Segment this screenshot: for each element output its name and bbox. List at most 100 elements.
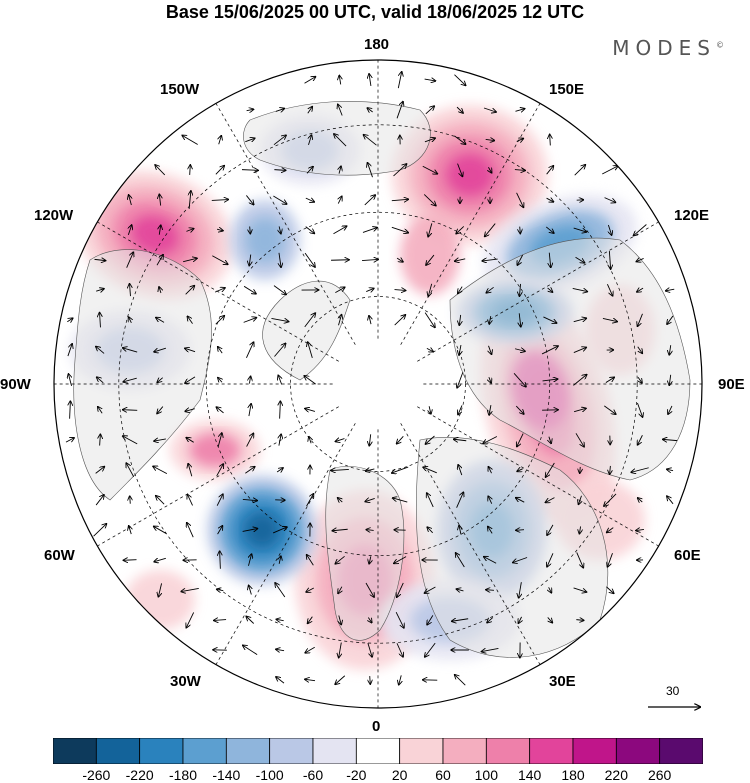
wind-arrow	[241, 170, 258, 171]
colorbar-tick-label: -220	[125, 767, 154, 783]
wind-arrow	[67, 344, 72, 357]
map-border	[53, 59, 703, 709]
lon-label-120w: 120W	[34, 207, 74, 224]
wind-arrow	[339, 315, 342, 326]
wind-arrow	[245, 138, 254, 141]
wind-arrow	[573, 318, 587, 323]
wind-arrow	[487, 617, 494, 622]
colorbar-swatch	[53, 738, 97, 764]
wind-arrow	[579, 495, 582, 504]
wind-arrow	[423, 194, 436, 205]
wind-arrow	[216, 407, 224, 414]
wind-arrow	[186, 229, 193, 232]
wind-arrow	[93, 524, 107, 537]
wind-arrow	[308, 342, 313, 358]
lon-label-180: 180	[364, 36, 390, 53]
wind-arrow	[667, 469, 674, 470]
wind-arrow	[424, 79, 436, 81]
wind-arrow	[243, 645, 258, 656]
wind-arrow	[452, 619, 469, 622]
wind-arrow	[123, 560, 137, 561]
anomaly-region	[446, 153, 494, 197]
lon-label-0: 0	[372, 718, 381, 735]
brand-name: MODES	[612, 36, 716, 60]
wind-arrow	[217, 526, 223, 535]
colorbar-tick-label: 60	[435, 767, 451, 783]
wind-arrow	[516, 530, 525, 531]
colorbar-swatch	[312, 738, 357, 764]
wind-arrow	[423, 467, 437, 474]
wind-arrow	[458, 286, 462, 294]
wind-arrow	[393, 498, 408, 503]
wind-arrow	[395, 612, 404, 628]
wind-arrow	[339, 615, 341, 625]
wind-arrow	[97, 377, 104, 384]
wind-arrow	[335, 287, 344, 294]
wind-arrow	[96, 289, 104, 291]
wind-arrow	[514, 349, 525, 351]
wind-arrow	[607, 284, 612, 296]
wind-arrow	[549, 436, 551, 444]
wind-arrow	[426, 435, 435, 444]
wind-arrow	[457, 589, 464, 591]
wind-arrow	[456, 492, 464, 508]
wind-arrow	[396, 258, 403, 262]
wind-arrow	[604, 405, 615, 414]
wind-arrow	[426, 348, 433, 351]
wind-arrow	[514, 170, 525, 171]
wind-arrow	[130, 284, 131, 297]
wind-arrow	[155, 165, 166, 176]
wind-arrow	[393, 164, 407, 177]
wind-arrow	[427, 527, 434, 534]
wind-arrow	[331, 469, 349, 470]
anomaly-region	[400, 215, 460, 295]
wind-arrow	[637, 402, 642, 417]
wind-arrow	[455, 675, 466, 686]
wind-arrow	[392, 466, 409, 473]
wind-arrow	[279, 226, 281, 233]
wind-arrow	[602, 318, 617, 321]
wind-arrow	[456, 106, 463, 113]
wind-arrow	[95, 495, 104, 506]
wind-arrow	[332, 529, 348, 531]
wind-arrow	[217, 589, 224, 590]
colorbar-tick-label: -100	[255, 767, 284, 783]
wind-arrow	[335, 675, 346, 685]
meridian-line	[400, 103, 541, 345]
wind-arrow	[153, 466, 168, 475]
wind-arrow	[456, 553, 465, 568]
wind-arrow	[129, 317, 132, 324]
wind-arrow	[543, 316, 556, 323]
wind-arrow	[425, 642, 436, 657]
wind-arrow	[397, 582, 404, 597]
wind-arrow	[482, 259, 498, 261]
wind-arrow	[246, 616, 255, 624]
wind-arrow	[242, 499, 257, 500]
wind-arrow	[218, 347, 222, 354]
wind-arrow	[513, 557, 528, 563]
wind-arrow	[305, 409, 316, 412]
wind-arrow	[246, 433, 254, 447]
wind-arrow	[362, 228, 377, 233]
wind-arrow	[547, 553, 554, 566]
wind-arrow	[546, 166, 554, 175]
wind-arrow	[663, 439, 678, 440]
wind-arrow	[669, 345, 670, 355]
wind-arrow	[489, 405, 491, 415]
wind-arrow	[636, 258, 644, 261]
wind-arrow	[638, 313, 643, 326]
wind-arrow	[67, 318, 72, 321]
wind-arrow	[123, 377, 137, 382]
wind-arrow	[158, 583, 161, 596]
wind-arrow	[394, 290, 406, 291]
wind-arrow	[517, 254, 524, 265]
wind-arrow	[482, 647, 499, 651]
wind-arrow	[669, 374, 670, 385]
wind-arrow	[548, 617, 553, 622]
wind-arrow	[576, 620, 583, 621]
lon-label-30e: 30E	[549, 673, 576, 690]
anomaly-region	[189, 433, 241, 467]
wind-arrow	[278, 375, 281, 385]
wind-arrow	[608, 224, 611, 235]
wind-arrow	[365, 582, 374, 597]
